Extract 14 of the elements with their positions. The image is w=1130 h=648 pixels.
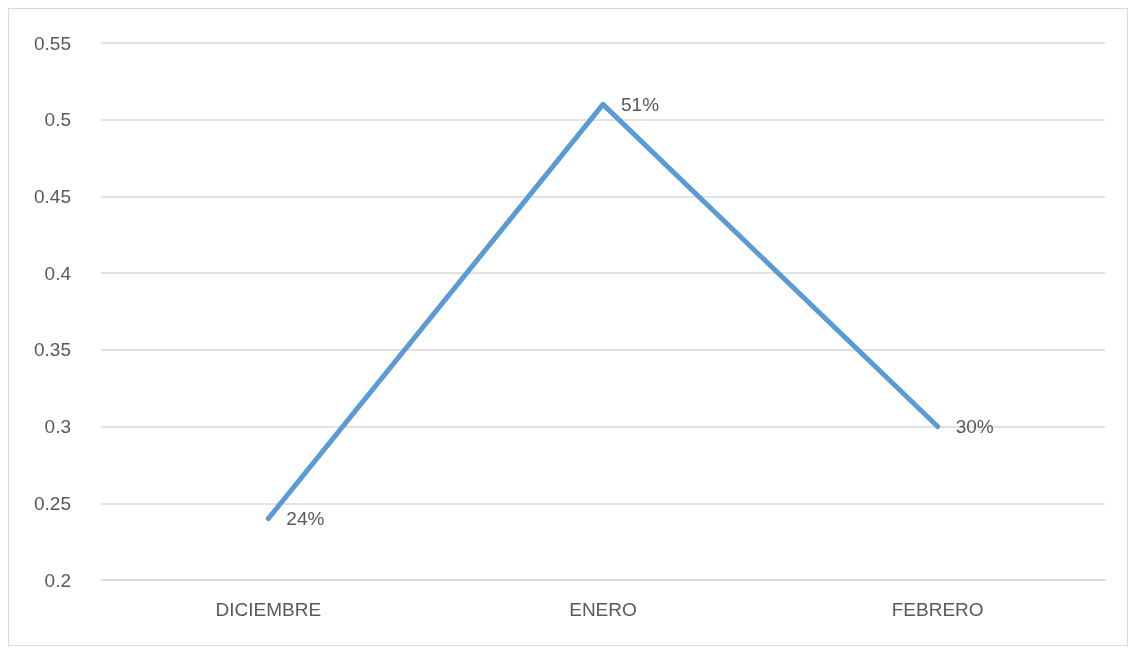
x-tick-label: ENERO <box>569 599 637 620</box>
y-tick-label: 0.5 <box>44 109 71 131</box>
x-tick-label: FEBRERO <box>891 599 984 620</box>
y-tick-label: 0.4 <box>44 262 72 284</box>
y-tick-label: 0.3 <box>44 416 71 438</box>
data-label: 51% <box>621 93 660 115</box>
data-label: 30% <box>955 416 994 438</box>
y-tick-label: 0.55 <box>34 32 71 54</box>
y-tick-label: 0.45 <box>34 185 71 207</box>
x-tick-label: DICIEMBRE <box>215 599 322 620</box>
y-tick-label: 0.2 <box>44 569 71 591</box>
y-tick-label: 0.25 <box>34 492 71 514</box>
data-label: 24% <box>286 508 325 530</box>
y-tick-label: 0.35 <box>34 339 71 361</box>
